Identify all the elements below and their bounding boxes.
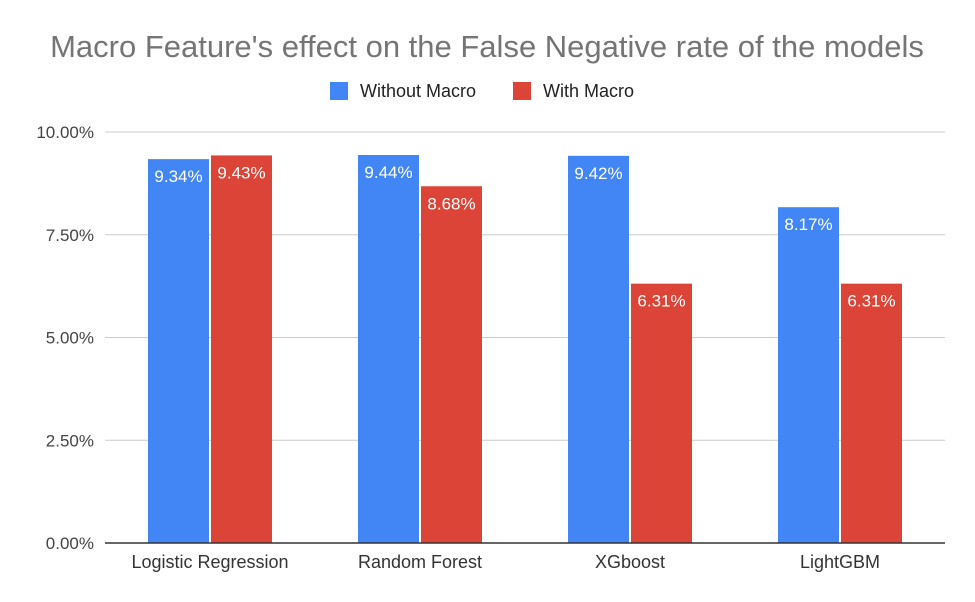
x-axis-categories: Logistic Regression Random Forest XGboost L… — [131, 552, 880, 572]
data-label: 6.31% — [637, 292, 685, 311]
bar-without-macro — [568, 155, 629, 543]
x-category-label: Random Forest — [358, 552, 482, 572]
bar-without-macro — [358, 155, 419, 544]
bar-without-macro — [148, 159, 209, 543]
x-category-label: Logistic Regression — [131, 552, 288, 572]
data-labels: 9.34% 9.43% 9.44% 8.68% 9.42% 6.31% 8.17% 6.31% — [154, 163, 895, 311]
y-tick-label: 7.50% — [46, 226, 94, 245]
y-tick-label: 5.00% — [46, 329, 94, 348]
legend-label-with-macro: With Macro — [543, 81, 634, 101]
bars — [148, 155, 902, 544]
bar-with-macro — [841, 283, 902, 543]
data-label: 9.42% — [574, 164, 622, 183]
y-tick-label: 2.50% — [46, 431, 94, 450]
legend: Without Macro With Macro — [330, 81, 634, 101]
bar-without-macro — [778, 207, 839, 543]
data-label: 8.17% — [784, 215, 832, 234]
legend-swatch-without-macro — [330, 82, 348, 100]
data-label: 9.43% — [217, 163, 265, 182]
legend-swatch-with-macro — [513, 82, 531, 100]
bar-with-macro — [421, 186, 482, 543]
bar-with-macro — [631, 283, 692, 543]
bar-with-macro — [211, 155, 272, 543]
data-label: 9.34% — [154, 167, 202, 186]
y-axis-ticks: 0.00% 2.50% 5.00% 7.50% 10.00% — [36, 123, 94, 553]
x-category-label: XGboost — [595, 552, 665, 572]
data-label: 8.68% — [427, 194, 475, 213]
legend-label-without-macro: Without Macro — [360, 81, 476, 101]
x-category-label: LightGBM — [800, 552, 880, 572]
data-label: 9.44% — [364, 163, 412, 182]
y-tick-label: 0.00% — [46, 534, 94, 553]
data-label: 6.31% — [847, 292, 895, 311]
y-tick-label: 10.00% — [36, 123, 94, 142]
chart-title: Macro Feature's effect on the False Nega… — [50, 29, 924, 64]
